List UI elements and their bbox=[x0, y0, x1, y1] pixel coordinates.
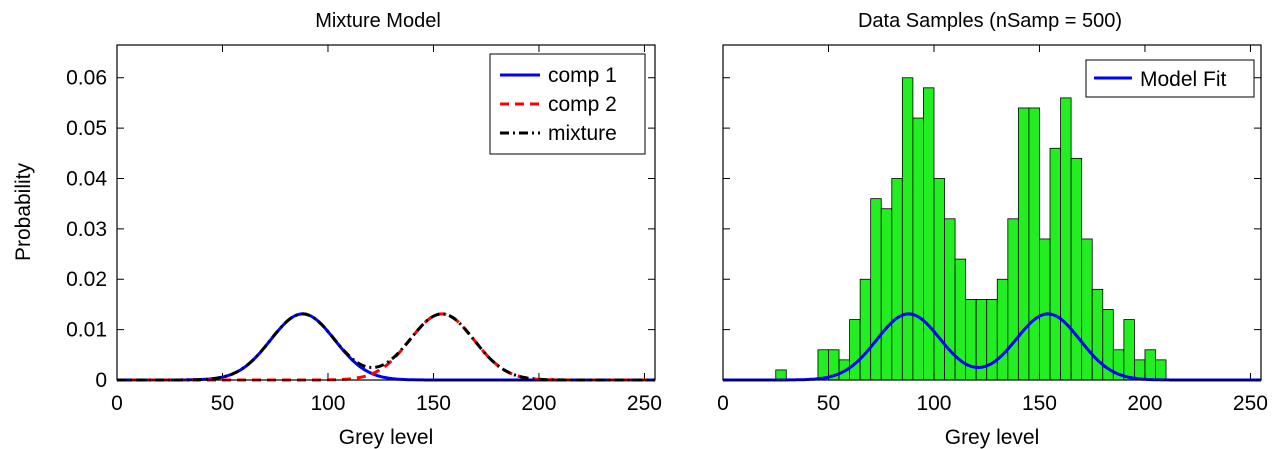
mixture-model-panel: Mixture Model 0 50 100 150 200 250 0 0.01 0.02 0.… bbox=[12, 10, 662, 449]
axis-ticks: 0 50 100 150 200 250 bbox=[717, 45, 1268, 415]
legend: Model Fit bbox=[1085, 59, 1255, 98]
legend-label-model-fit: Model Fit bbox=[1140, 68, 1227, 91]
histogram-bar bbox=[912, 117, 924, 381]
x-axis-label: Grey level bbox=[339, 426, 434, 449]
x-tick-label: 100 bbox=[310, 392, 345, 415]
y-axis-label: Probability bbox=[12, 162, 35, 261]
y-tick-label: 0.02 bbox=[66, 268, 107, 291]
x-tick-label: 100 bbox=[916, 392, 951, 415]
histogram-bar bbox=[1155, 359, 1167, 381]
histogram-bar bbox=[849, 319, 861, 381]
x-tick-label: 200 bbox=[521, 392, 556, 415]
x-tick-label: 250 bbox=[1233, 392, 1268, 415]
histogram-bar bbox=[996, 278, 1009, 381]
histogram-bar bbox=[1049, 147, 1061, 381]
series-line-mixture bbox=[117, 312, 655, 382]
legend-label-comp-1: comp 1 bbox=[548, 64, 617, 87]
x-tick-label: 50 bbox=[817, 392, 840, 415]
histogram-bar bbox=[1081, 238, 1093, 381]
data-samples-panel: Data Samples (nSamp = 500) 0 50 100 150 200 2… bbox=[717, 10, 1268, 449]
x-tick-label: 150 bbox=[416, 392, 451, 415]
plot-frame bbox=[116, 44, 656, 381]
histogram-bar bbox=[1017, 107, 1030, 381]
histogram-bars bbox=[775, 77, 1167, 381]
histogram-bar bbox=[1144, 349, 1156, 381]
chart-title: Mixture Model bbox=[315, 10, 441, 32]
histogram-bar bbox=[1070, 157, 1083, 381]
histogram-bar bbox=[817, 349, 829, 381]
histogram-bar bbox=[1007, 218, 1019, 381]
series-line-comp-1 bbox=[117, 312, 655, 382]
histogram-bar bbox=[880, 208, 893, 381]
histogram-bar bbox=[1028, 107, 1040, 381]
histogram-bar bbox=[1123, 319, 1135, 381]
y-tick-label: 0.01 bbox=[66, 319, 107, 342]
histogram-bar bbox=[859, 278, 872, 381]
histogram-bar bbox=[1039, 238, 1051, 381]
x-axis-label: Grey level bbox=[945, 426, 1040, 449]
legend-label-comp-2: comp 2 bbox=[548, 93, 617, 116]
histogram-bar bbox=[891, 178, 903, 381]
histogram-bar bbox=[775, 369, 787, 381]
histogram-bar bbox=[1091, 288, 1104, 381]
series-lines bbox=[117, 312, 655, 382]
x-tick-label: 200 bbox=[1127, 392, 1162, 415]
histogram-bar bbox=[901, 77, 914, 381]
chart-title: Data Samples (nSamp = 500) bbox=[858, 10, 1122, 32]
x-tick-label: 150 bbox=[1022, 392, 1057, 415]
y-tick-label: 0 bbox=[95, 369, 107, 392]
histogram-bar bbox=[986, 298, 998, 381]
histogram-bar bbox=[1060, 97, 1072, 381]
histogram-bar bbox=[933, 178, 945, 381]
x-tick-label: 250 bbox=[627, 392, 662, 415]
x-tick-label: 0 bbox=[111, 392, 123, 415]
series-line-comp-2 bbox=[117, 312, 655, 382]
plot-frame bbox=[722, 44, 1262, 381]
y-tick-label: 0.04 bbox=[66, 167, 107, 190]
histogram-bar bbox=[923, 87, 935, 381]
y-tick-label: 0.06 bbox=[66, 67, 107, 90]
legend-label-mixture: mixture bbox=[548, 122, 617, 145]
y-tick-label: 0.03 bbox=[66, 218, 107, 241]
x-tick-label: 0 bbox=[717, 392, 729, 415]
y-tick-label: 0.05 bbox=[66, 117, 107, 140]
histogram-bar bbox=[870, 198, 882, 381]
axis-ticks: 0 50 100 150 200 250 0 0.01 0.02 0.03 0.04 0.05 0.06 bbox=[66, 45, 662, 415]
legend: comp 1 comp 2 mixture bbox=[489, 53, 646, 155]
x-tick-label: 50 bbox=[211, 392, 234, 415]
